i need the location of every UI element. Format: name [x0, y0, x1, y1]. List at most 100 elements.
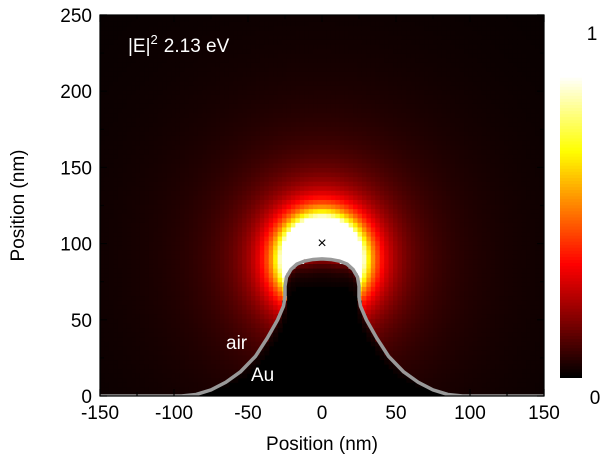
heatmap-cell: [171, 48, 177, 54]
heatmap-cell: [179, 135, 185, 141]
heatmap-cell: [242, 235, 248, 242]
heatmap-cell: [215, 299, 221, 306]
heatmap-cell: [131, 107, 137, 114]
heatmap-cell: [215, 89, 221, 95]
heatmap-cell: [162, 126, 168, 132]
heatmap-cell: [375, 345, 381, 351]
heatmap-cell: [304, 15, 310, 18]
heatmap-cell: [100, 377, 106, 383]
heatmap-cell: [366, 245, 372, 251]
heatmap-cell: [100, 57, 106, 63]
heatmap-cell: [153, 153, 159, 159]
heatmap-cell: [179, 199, 185, 205]
heatmap-cell: [122, 130, 128, 136]
heatmap-cell: [202, 107, 208, 114]
heatmap-cell: [233, 53, 239, 59]
heatmap-cell: [237, 53, 243, 59]
heatmap-cell: [384, 30, 390, 36]
heatmap-cell: [366, 112, 372, 118]
heatmap-cell: [268, 318, 274, 324]
heatmap-cell: [242, 304, 248, 310]
heatmap-cell: [100, 277, 106, 283]
heatmap-cell: [388, 66, 394, 72]
heatmap-cell: [379, 16, 385, 22]
heatmap-cell: [330, 130, 336, 136]
heatmap-cell: [393, 309, 399, 315]
heatmap-cell: [122, 34, 128, 40]
heatmap-cell: [370, 162, 376, 168]
heatmap-cell: [259, 203, 265, 210]
heatmap-cell: [317, 139, 323, 146]
heatmap-cell: [126, 354, 132, 361]
heatmap-cell: [379, 235, 385, 242]
heatmap-cell: [393, 354, 399, 361]
heatmap-cell: [108, 345, 114, 351]
heatmap-cell: [197, 199, 203, 205]
heatmap-cell: [135, 222, 141, 228]
heatmap-cell: [246, 85, 252, 91]
heatmap-cell: [202, 277, 208, 283]
heatmap-cell: [224, 98, 230, 104]
heatmap-cell: [339, 208, 345, 214]
heatmap-cell: [224, 103, 230, 109]
heatmap-cell: [193, 107, 199, 114]
heatmap-cell: [135, 327, 141, 333]
heatmap-cell: [184, 350, 190, 356]
heatmap-cell: [104, 194, 110, 200]
heatmap-cell: [157, 53, 163, 59]
heatmap-cell: [357, 231, 363, 237]
heatmap-cell: [211, 203, 217, 210]
heatmap-cell: [348, 162, 354, 168]
heatmap-cell: [277, 34, 283, 40]
heatmap-cell: [197, 25, 203, 31]
heatmap-cell: [179, 354, 185, 361]
heatmap-cell: [211, 153, 217, 159]
heatmap-cell: [273, 235, 279, 242]
heatmap-cell: [259, 30, 265, 36]
heatmap-cell: [259, 71, 265, 77]
heatmap-cell: [148, 258, 154, 265]
heatmap-cell: [211, 171, 217, 178]
heatmap-cell: [384, 85, 390, 91]
heatmap-cell: [375, 80, 381, 86]
heatmap-cell: [384, 121, 390, 127]
heatmap-cell: [268, 299, 274, 306]
heatmap-cell: [242, 190, 248, 196]
heatmap-cell: [304, 235, 310, 242]
heatmap-cell: [122, 254, 128, 260]
heatmap-cell: [246, 66, 252, 72]
heatmap-cell: [202, 39, 208, 45]
heatmap-cell: [242, 272, 248, 278]
heatmap-cell: [273, 171, 279, 178]
heatmap-cell: [335, 185, 341, 191]
heatmap-cell: [157, 213, 163, 219]
heatmap-cell: [135, 258, 141, 265]
heatmap-cell: [366, 290, 372, 297]
heatmap-cell: [295, 149, 301, 155]
heatmap-cell: [375, 112, 381, 118]
heatmap-cell: [197, 364, 203, 370]
heatmap-cell: [268, 231, 274, 237]
heatmap-cell: [153, 107, 159, 114]
heatmap-cell: [175, 139, 181, 146]
heatmap-cell: [166, 62, 172, 68]
heatmap-cell: [131, 80, 137, 86]
heatmap-cell: [100, 336, 106, 342]
heatmap-cell: [144, 240, 150, 246]
heatmap-cell: [166, 368, 172, 374]
heatmap-cell: [193, 62, 199, 68]
heatmap-cell: [108, 176, 114, 182]
heatmap-cell: [299, 203, 305, 210]
heatmap-cell: [242, 30, 248, 36]
heatmap-cell: [202, 272, 208, 278]
heatmap-cell: [135, 153, 141, 159]
heatmap-cell: [370, 15, 376, 18]
heatmap-cell: [202, 167, 208, 173]
heatmap-cell: [299, 235, 305, 242]
heatmap-cell: [157, 235, 163, 242]
heatmap-cell: [357, 309, 363, 315]
heatmap-cell: [375, 331, 381, 338]
heatmap-cell: [348, 171, 354, 178]
heatmap-cell: [268, 254, 274, 260]
heatmap-cell: [277, 16, 283, 22]
